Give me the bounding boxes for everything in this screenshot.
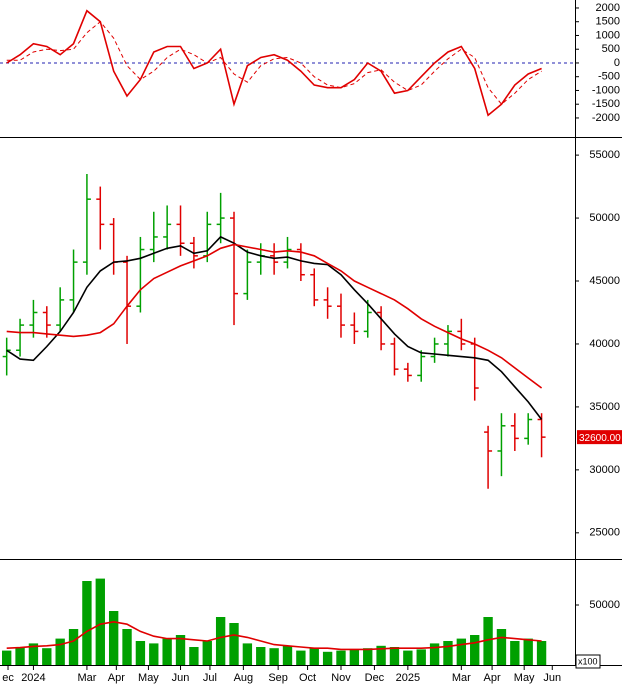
moving-average (6, 235, 543, 420)
y-tick-label: -1000 (592, 84, 620, 96)
y-tick-label: 25000 (589, 527, 620, 539)
y-tick-label: 30000 (589, 464, 620, 476)
x-tick-label: May (138, 672, 159, 684)
moving-average (6, 243, 543, 389)
y-tick-label: 35000 (589, 401, 620, 413)
volume-bar (376, 645, 386, 665)
volume-bar (95, 578, 105, 665)
y-tick-label: -500 (598, 71, 620, 83)
x-tick-label: Apr (108, 672, 125, 684)
volume-bar (15, 647, 25, 665)
x-tick-label: Oct (299, 672, 316, 684)
y-tick-label: 1000 (596, 29, 620, 41)
volume-bar (510, 641, 520, 665)
x-tick-label: May (514, 672, 535, 684)
x-tick-label: Apr (484, 672, 501, 684)
volume-bar (296, 650, 306, 665)
x-tick-label: Jun (172, 672, 190, 684)
y-tick-label: 50000 (589, 212, 620, 224)
volume-bar (429, 643, 440, 665)
oscillator-line (6, 20, 542, 105)
volume-bar (336, 650, 346, 665)
volume-bar (523, 638, 533, 665)
volume-bar (108, 611, 119, 665)
x-tick-label: Jul (203, 672, 217, 684)
y-tick-label: -1500 (592, 98, 620, 110)
volume-bar (496, 629, 507, 665)
volume-bar (470, 635, 480, 665)
y-tick-label: 50000 (589, 599, 620, 611)
x-tick-label: Mar (77, 672, 96, 684)
y-tick-label: 500 (602, 43, 620, 55)
volume-bar (2, 650, 12, 665)
oscillator-line (6, 9, 542, 117)
volume-average (6, 620, 542, 651)
volume-bar (55, 638, 65, 665)
x-tick-label: ec (2, 672, 14, 684)
last-price-label: 32600.00 (579, 433, 621, 444)
volume-bar (82, 581, 92, 665)
volume-bar (349, 649, 360, 665)
volume-bar (215, 617, 226, 665)
x-tick-label: Nov (331, 672, 351, 684)
x-tick-label: Aug (234, 672, 254, 684)
y-tick-label: -2000 (592, 112, 620, 124)
volume-bar (536, 641, 547, 665)
y-tick-label: 1500 (596, 16, 620, 28)
volume-bar (256, 647, 266, 665)
x-tick-label: Sep (268, 672, 288, 684)
y-tick-label: 45000 (589, 275, 620, 287)
volume-bar (42, 648, 52, 665)
volume-bar (309, 648, 319, 665)
volume-bar (363, 648, 373, 665)
volume-bar (322, 651, 333, 665)
volume-bar (269, 648, 279, 665)
y-tick-label: 2000 (596, 2, 620, 14)
unit-label: x100 (578, 656, 598, 666)
volume-bar (389, 647, 400, 665)
volume-bar (175, 635, 186, 665)
x-tick-label: 2024 (21, 672, 45, 684)
x-tick-label: Dec (365, 672, 385, 684)
volume-bar (416, 649, 426, 665)
unit-box (575, 654, 601, 669)
volume-bar (189, 647, 199, 665)
volume-bar (162, 638, 172, 665)
x-tick-label: 2025 (396, 672, 420, 684)
volume-bar (149, 643, 159, 665)
volume-bar (282, 645, 293, 665)
volume-bar (28, 643, 39, 665)
volume-bar (456, 638, 467, 665)
volume-bar (68, 629, 79, 665)
x-tick-label: Mar (452, 672, 471, 684)
y-tick-label: 0 (614, 57, 620, 69)
volume-bar (202, 641, 212, 665)
last-price-box (577, 430, 622, 445)
y-tick-label: 40000 (589, 338, 620, 350)
y-tick-label: 55000 (589, 149, 620, 161)
volume-bar (443, 641, 453, 665)
x-tick-label: Jun (543, 672, 561, 684)
volume-bar (135, 641, 146, 665)
volume-bar (483, 617, 493, 665)
volume-bar (122, 629, 132, 665)
volume-bar (242, 643, 253, 665)
volume-bar (403, 650, 413, 665)
volume-bar (229, 623, 239, 665)
